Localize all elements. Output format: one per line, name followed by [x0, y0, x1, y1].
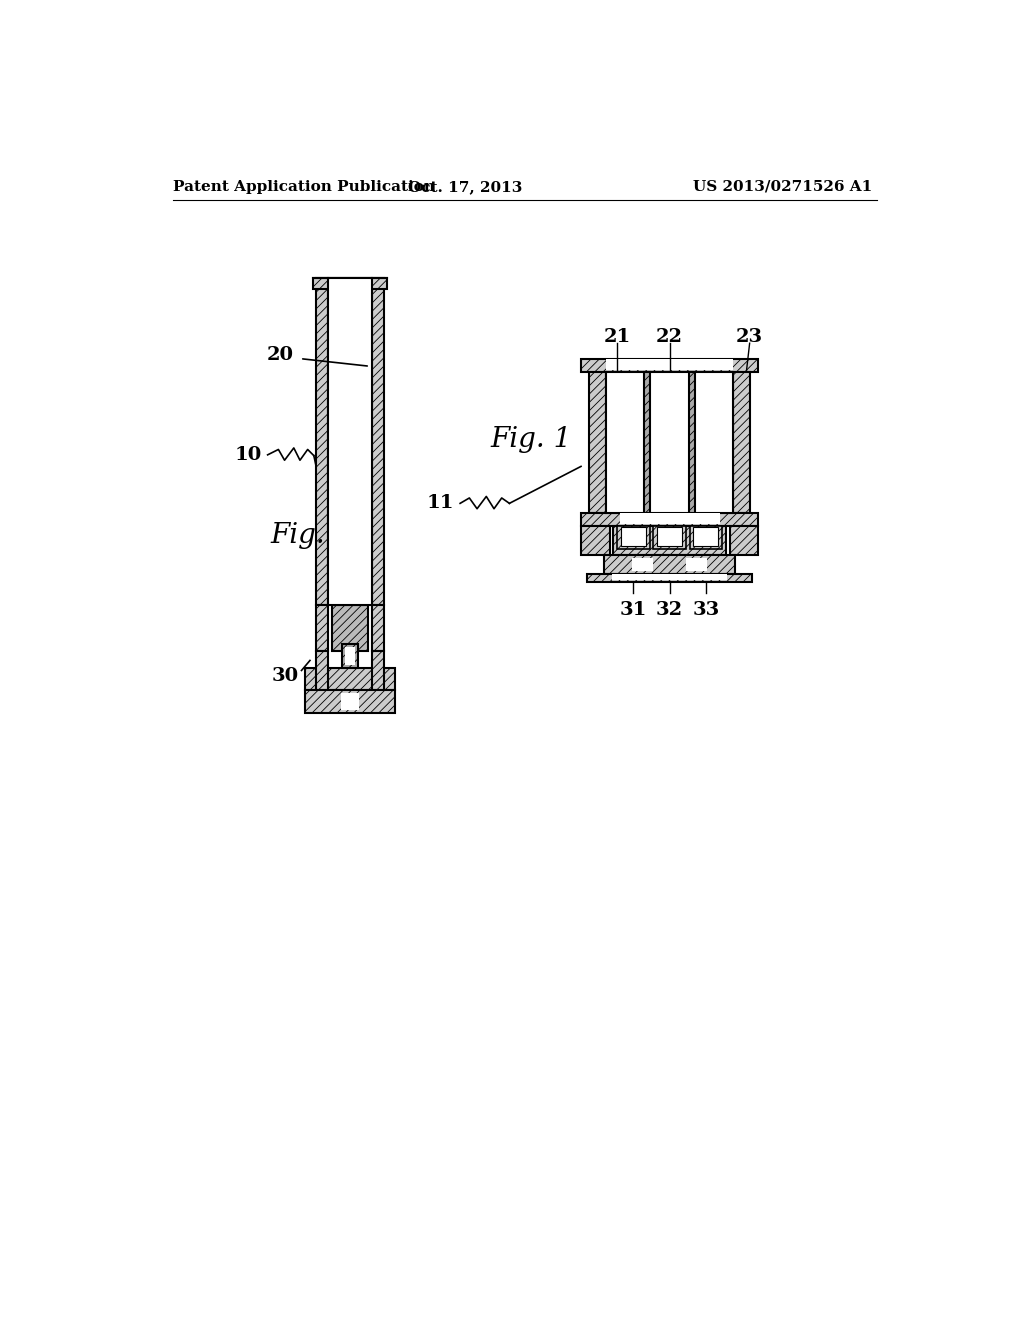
- Bar: [644, 372, 650, 512]
- Bar: [621, 527, 646, 545]
- Bar: [372, 277, 384, 605]
- Bar: [689, 372, 695, 512]
- Text: Fig. 1: Fig. 1: [490, 426, 571, 453]
- Bar: [689, 525, 722, 549]
- Bar: [372, 605, 384, 651]
- Bar: [316, 277, 329, 605]
- Text: 21: 21: [603, 329, 631, 346]
- Bar: [372, 651, 384, 689]
- Bar: [613, 527, 726, 554]
- Bar: [332, 605, 369, 651]
- Text: 11: 11: [426, 495, 454, 512]
- Bar: [305, 689, 394, 713]
- Bar: [733, 372, 751, 512]
- Bar: [605, 372, 733, 512]
- Text: Oct. 17, 2013: Oct. 17, 2013: [409, 180, 522, 194]
- Text: US 2013/0271526 A1: US 2013/0271526 A1: [692, 180, 871, 194]
- Text: 31: 31: [620, 601, 647, 619]
- Bar: [341, 693, 359, 710]
- Bar: [316, 651, 329, 689]
- Text: 23: 23: [736, 329, 763, 346]
- Text: 22: 22: [656, 329, 683, 346]
- Bar: [581, 359, 758, 372]
- Text: 33: 33: [692, 601, 720, 619]
- Bar: [316, 605, 329, 651]
- Bar: [345, 647, 355, 665]
- Bar: [329, 277, 372, 605]
- Bar: [620, 512, 720, 524]
- Bar: [342, 644, 358, 668]
- Bar: [730, 527, 758, 554]
- Bar: [653, 525, 686, 549]
- Bar: [693, 527, 718, 545]
- Text: Patent Application Publication: Patent Application Publication: [173, 180, 435, 194]
- Bar: [604, 554, 735, 574]
- Bar: [632, 558, 653, 572]
- Text: Fig. 2: Fig. 2: [271, 523, 352, 549]
- Bar: [313, 277, 387, 289]
- Bar: [581, 512, 758, 527]
- Text: 32: 32: [656, 601, 683, 619]
- Bar: [581, 527, 609, 554]
- Bar: [657, 527, 682, 545]
- Text: 30: 30: [271, 667, 298, 685]
- Bar: [617, 525, 649, 549]
- Text: 10: 10: [234, 446, 261, 463]
- Bar: [686, 558, 708, 572]
- Bar: [305, 668, 394, 689]
- Text: 20: 20: [267, 346, 294, 364]
- Bar: [589, 372, 605, 512]
- Bar: [605, 359, 733, 370]
- Bar: [611, 574, 727, 581]
- Bar: [330, 277, 370, 286]
- Bar: [329, 605, 372, 651]
- Bar: [587, 574, 752, 582]
